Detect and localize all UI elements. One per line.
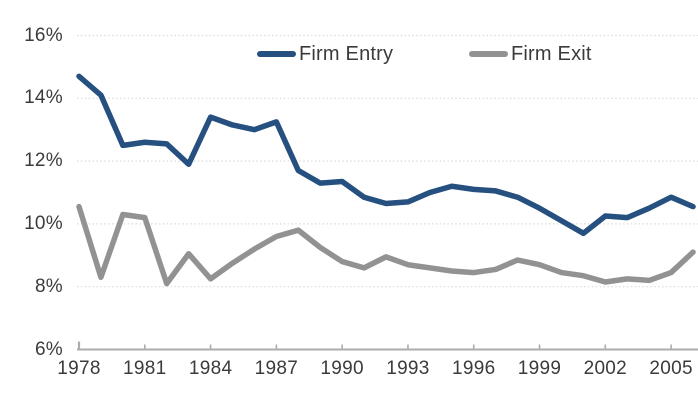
legend-label-firm-entry: Firm Entry — [299, 42, 394, 65]
legend-item-firm-exit: Firm Exit — [469, 43, 592, 65]
legend-label-firm-exit: Firm Exit — [511, 42, 592, 65]
x-tick-label: 2002 — [583, 358, 628, 379]
x-tick-label: 1978 — [57, 358, 101, 379]
y-tick-label: 10% — [24, 212, 63, 234]
y-tick-label: 6% — [34, 338, 63, 360]
y-tick-label: 8% — [34, 275, 63, 297]
x-tick-label: 1984 — [188, 358, 233, 379]
x-tick-label: 1999 — [517, 358, 562, 379]
x-tick-label: 2005 — [649, 358, 693, 379]
legend-item-firm-entry: Firm Entry — [257, 43, 393, 65]
firm-entry-line — [76, 73, 696, 237]
firm-exit-line-swatch — [469, 51, 508, 57]
x-tick-label: 1987 — [254, 358, 299, 379]
firm-exit-line — [76, 203, 696, 287]
x-tick-label: 1993 — [386, 358, 430, 379]
y-tick-label: 14% — [24, 87, 63, 109]
firm-entry-line-swatch — [257, 51, 296, 57]
x-tick-label: 1996 — [452, 358, 496, 379]
y-tick-label: 12% — [24, 150, 63, 172]
x-tick-label: 1981 — [123, 358, 167, 379]
y-tick-label: 16% — [24, 24, 63, 46]
x-tick-label: 1990 — [320, 358, 364, 379]
